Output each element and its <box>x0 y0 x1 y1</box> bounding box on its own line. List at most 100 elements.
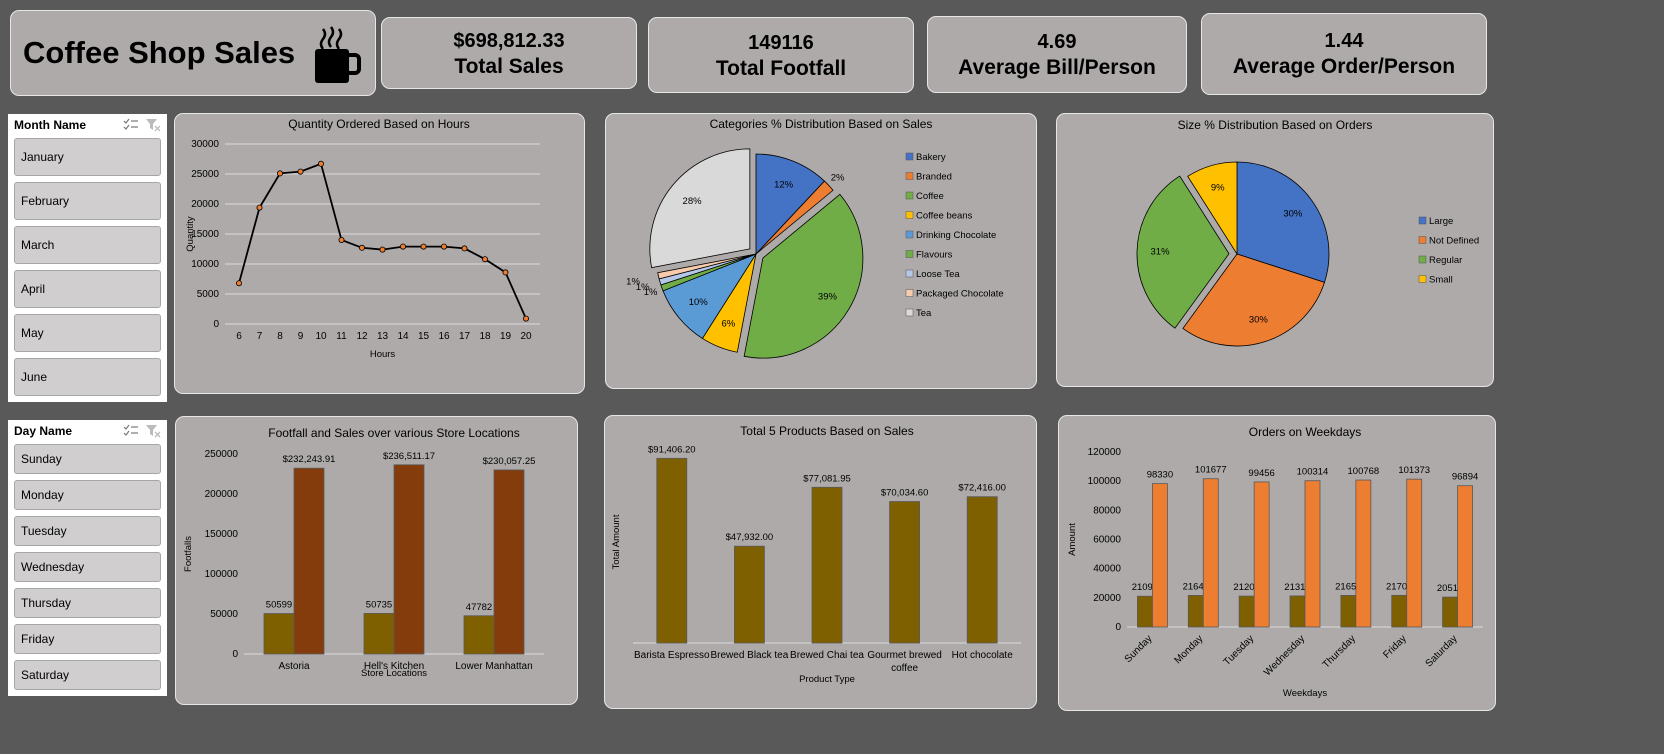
y-tick-label: 40000 <box>1093 564 1121 575</box>
day-slicer-item-friday[interactable]: Friday <box>14 624 161 654</box>
bar <box>493 469 525 655</box>
x-tick-label: Sunday <box>1123 633 1155 665</box>
x-tick-label: Tuesday <box>1222 633 1257 668</box>
legend-label: Flavours <box>916 250 953 261</box>
bar-data-label: 96894 <box>1452 472 1478 483</box>
x-tick-label: 20 <box>520 331 532 342</box>
pie-slice-not-defined <box>1182 253 1326 347</box>
y-axis-title: Amount <box>1067 523 1078 556</box>
day-slicer-item-sunday[interactable]: Sunday <box>14 444 161 474</box>
data-point <box>522 315 529 322</box>
kpi-total-sales: $698,812.33 Total Sales <box>381 17 637 89</box>
day-slicer-item-tuesday[interactable]: Tuesday <box>14 516 161 546</box>
bar-data-label: $232,243.91 <box>283 454 336 465</box>
bar <box>1340 595 1357 628</box>
x-axis-title: Weekdays <box>1283 688 1327 699</box>
slice-data-label: 10% <box>689 297 709 308</box>
y-tick-label: 0 <box>232 649 238 660</box>
clear-filter-icon[interactable] <box>145 118 161 132</box>
bar-data-label: 98330 <box>1147 470 1173 481</box>
data-point <box>256 204 263 211</box>
month-slicer-item-february[interactable]: February <box>14 182 161 220</box>
bar-data-label: 100768 <box>1348 466 1380 477</box>
x-tick-label: 8 <box>277 331 283 342</box>
legend-swatch <box>905 308 914 317</box>
legend-swatch <box>1418 236 1427 244</box>
day-slicer-item-saturday[interactable]: Saturday <box>14 660 161 690</box>
month-slicer-item-may[interactable]: May <box>14 314 161 352</box>
bar-data-label: 100314 <box>1297 467 1329 478</box>
month-slicer-header: Month Name <box>8 114 167 136</box>
legend-swatch <box>905 172 914 180</box>
slice-data-label: 12% <box>774 179 794 190</box>
bar <box>263 613 295 655</box>
y-axis-title: Quantity <box>185 216 196 252</box>
month-slicer-item-april[interactable]: April <box>14 270 161 308</box>
day-slicer-item-thursday[interactable]: Thursday <box>14 588 161 618</box>
y-tick-label: 20000 <box>1093 593 1121 604</box>
bar <box>889 501 921 644</box>
legend-swatch <box>905 269 914 278</box>
x-tick-label: 14 <box>397 331 409 342</box>
data-point <box>461 245 468 252</box>
y-tick-label: 30000 <box>191 139 219 150</box>
x-axis-title: Store Locations <box>361 668 427 679</box>
multi-select-icon[interactable] <box>123 118 139 132</box>
bar-data-label: 21096 <box>1132 582 1158 593</box>
y-tick-label: 60000 <box>1093 535 1121 546</box>
x-tick-label: Hot chocolate <box>952 650 1014 661</box>
month-slicer-title: Month Name <box>14 118 86 132</box>
pie-slice-tea <box>649 148 751 269</box>
size-pie-chart: Size % Distribution Based on Orders 30% 30… <box>1136 118 1479 347</box>
chart-title: Total 5 Products Based on Sales <box>740 424 913 438</box>
data-point <box>440 243 447 250</box>
chart-title: Size % Distribution Based on Orders <box>1178 118 1373 132</box>
bar <box>1289 595 1306 628</box>
data-point <box>317 160 324 167</box>
multi-select-icon[interactable] <box>123 424 139 438</box>
month-slicer-item-march[interactable]: March <box>14 226 161 264</box>
slice-data-label: 30% <box>1249 315 1269 326</box>
weekdays-chart-panel: Orders on Weekdays 0 20000 40000 60000 80000 1… <box>1058 415 1496 711</box>
legend-swatch <box>1418 216 1427 225</box>
pie-slice-regular <box>1136 175 1230 329</box>
hours-chart-panel: Quantity Ordered Based on Hours 0 5000 1000… <box>174 113 585 394</box>
bar-data-label: $230,057.25 <box>483 456 536 467</box>
bar-data-label: 101677 <box>1195 465 1227 476</box>
month-slicer-item-june[interactable]: June <box>14 358 161 396</box>
slice-data-label: 1% <box>626 276 640 287</box>
legend-swatch <box>1418 255 1427 264</box>
x-axis-title: Product Type <box>799 674 855 685</box>
x-tick-label: 16 <box>438 331 450 342</box>
y-tick-label: 100000 <box>1088 476 1122 487</box>
bar-data-label: $72,416.00 <box>958 483 1006 494</box>
y-tick-label: 50000 <box>210 609 238 620</box>
bar-data-label: 47782 <box>466 602 492 613</box>
data-point <box>379 246 386 253</box>
day-slicer-title: Day Name <box>14 424 73 438</box>
x-tick-label: Wednesday <box>1262 633 1307 678</box>
bar-data-label: 99456 <box>1248 468 1274 479</box>
day-slicer-item-monday[interactable]: Monday <box>14 480 161 510</box>
coffee-cup-icon <box>315 26 361 83</box>
day-slicer-item-wednesday[interactable]: Wednesday <box>14 552 161 582</box>
legend-label: Coffee beans <box>916 211 973 222</box>
kpi-total-footfall: 149116 Total Footfall <box>648 17 914 93</box>
kpi-label: Average Order/Person <box>1232 55 1456 78</box>
bar-data-label: 20510 <box>1437 583 1463 594</box>
y-tick-label: 80000 <box>1093 505 1121 516</box>
bar-data-label: 21310 <box>1284 582 1310 593</box>
legend-label: Coffee <box>916 191 944 202</box>
data-point <box>277 170 284 177</box>
clear-filter-icon[interactable] <box>145 424 161 438</box>
x-tick-label: Barista Espresso <box>634 650 710 661</box>
bar-data-label: 21202 <box>1233 582 1259 593</box>
bar <box>1391 594 1408 628</box>
bar-data-label: 21701 <box>1386 581 1412 592</box>
month-slicer: Month Name January February March April … <box>8 114 167 402</box>
y-tick-label: 250000 <box>205 449 239 460</box>
data-point <box>399 243 406 250</box>
data-point <box>338 237 345 244</box>
month-slicer-item-january[interactable]: January <box>14 138 161 176</box>
legend-label: Bakery <box>916 152 946 163</box>
